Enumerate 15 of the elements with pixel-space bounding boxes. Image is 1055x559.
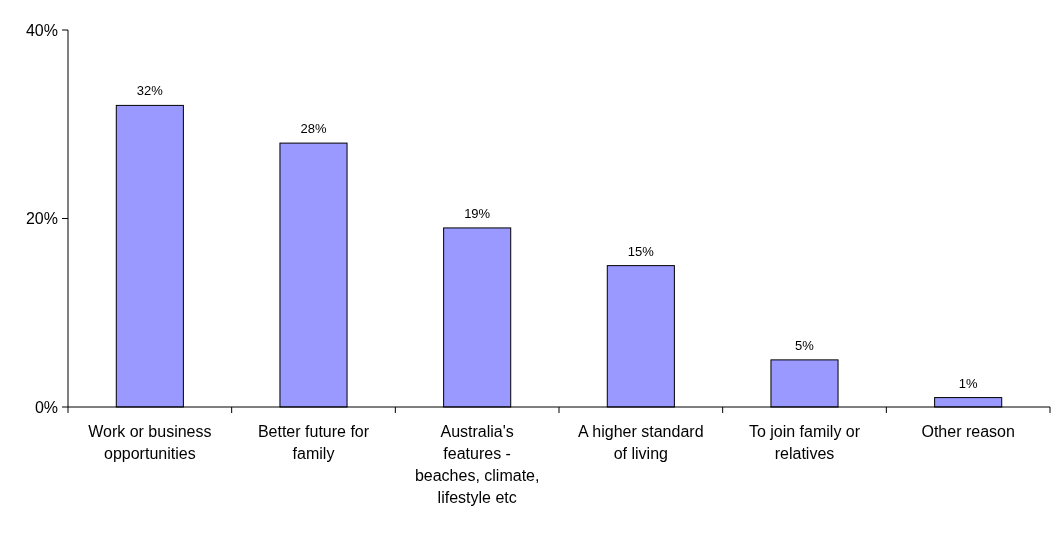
data-label: 32% [136,83,164,99]
data-label: 5% [795,337,815,353]
x-tick-label: Better future for family [257,423,370,462]
y-tick-label: 40% [25,21,58,39]
data-label: 28% [300,121,327,137]
x-tick-label: Work or business opportunities [88,423,212,462]
data-label: 15% [627,243,655,259]
x-tick-label: A higher standard of living [578,423,704,462]
data-label: 1% [958,375,978,391]
y-tick-label: 0% [34,398,58,416]
x-tick-label: Other reason [921,423,1015,440]
x-tick-label: Australia's features - beaches, climate, lifestyle etc [414,423,540,506]
x-tick-label: To join family or relatives [748,423,861,462]
data-label: 19% [464,205,491,221]
y-tick-label: 20% [25,210,58,228]
